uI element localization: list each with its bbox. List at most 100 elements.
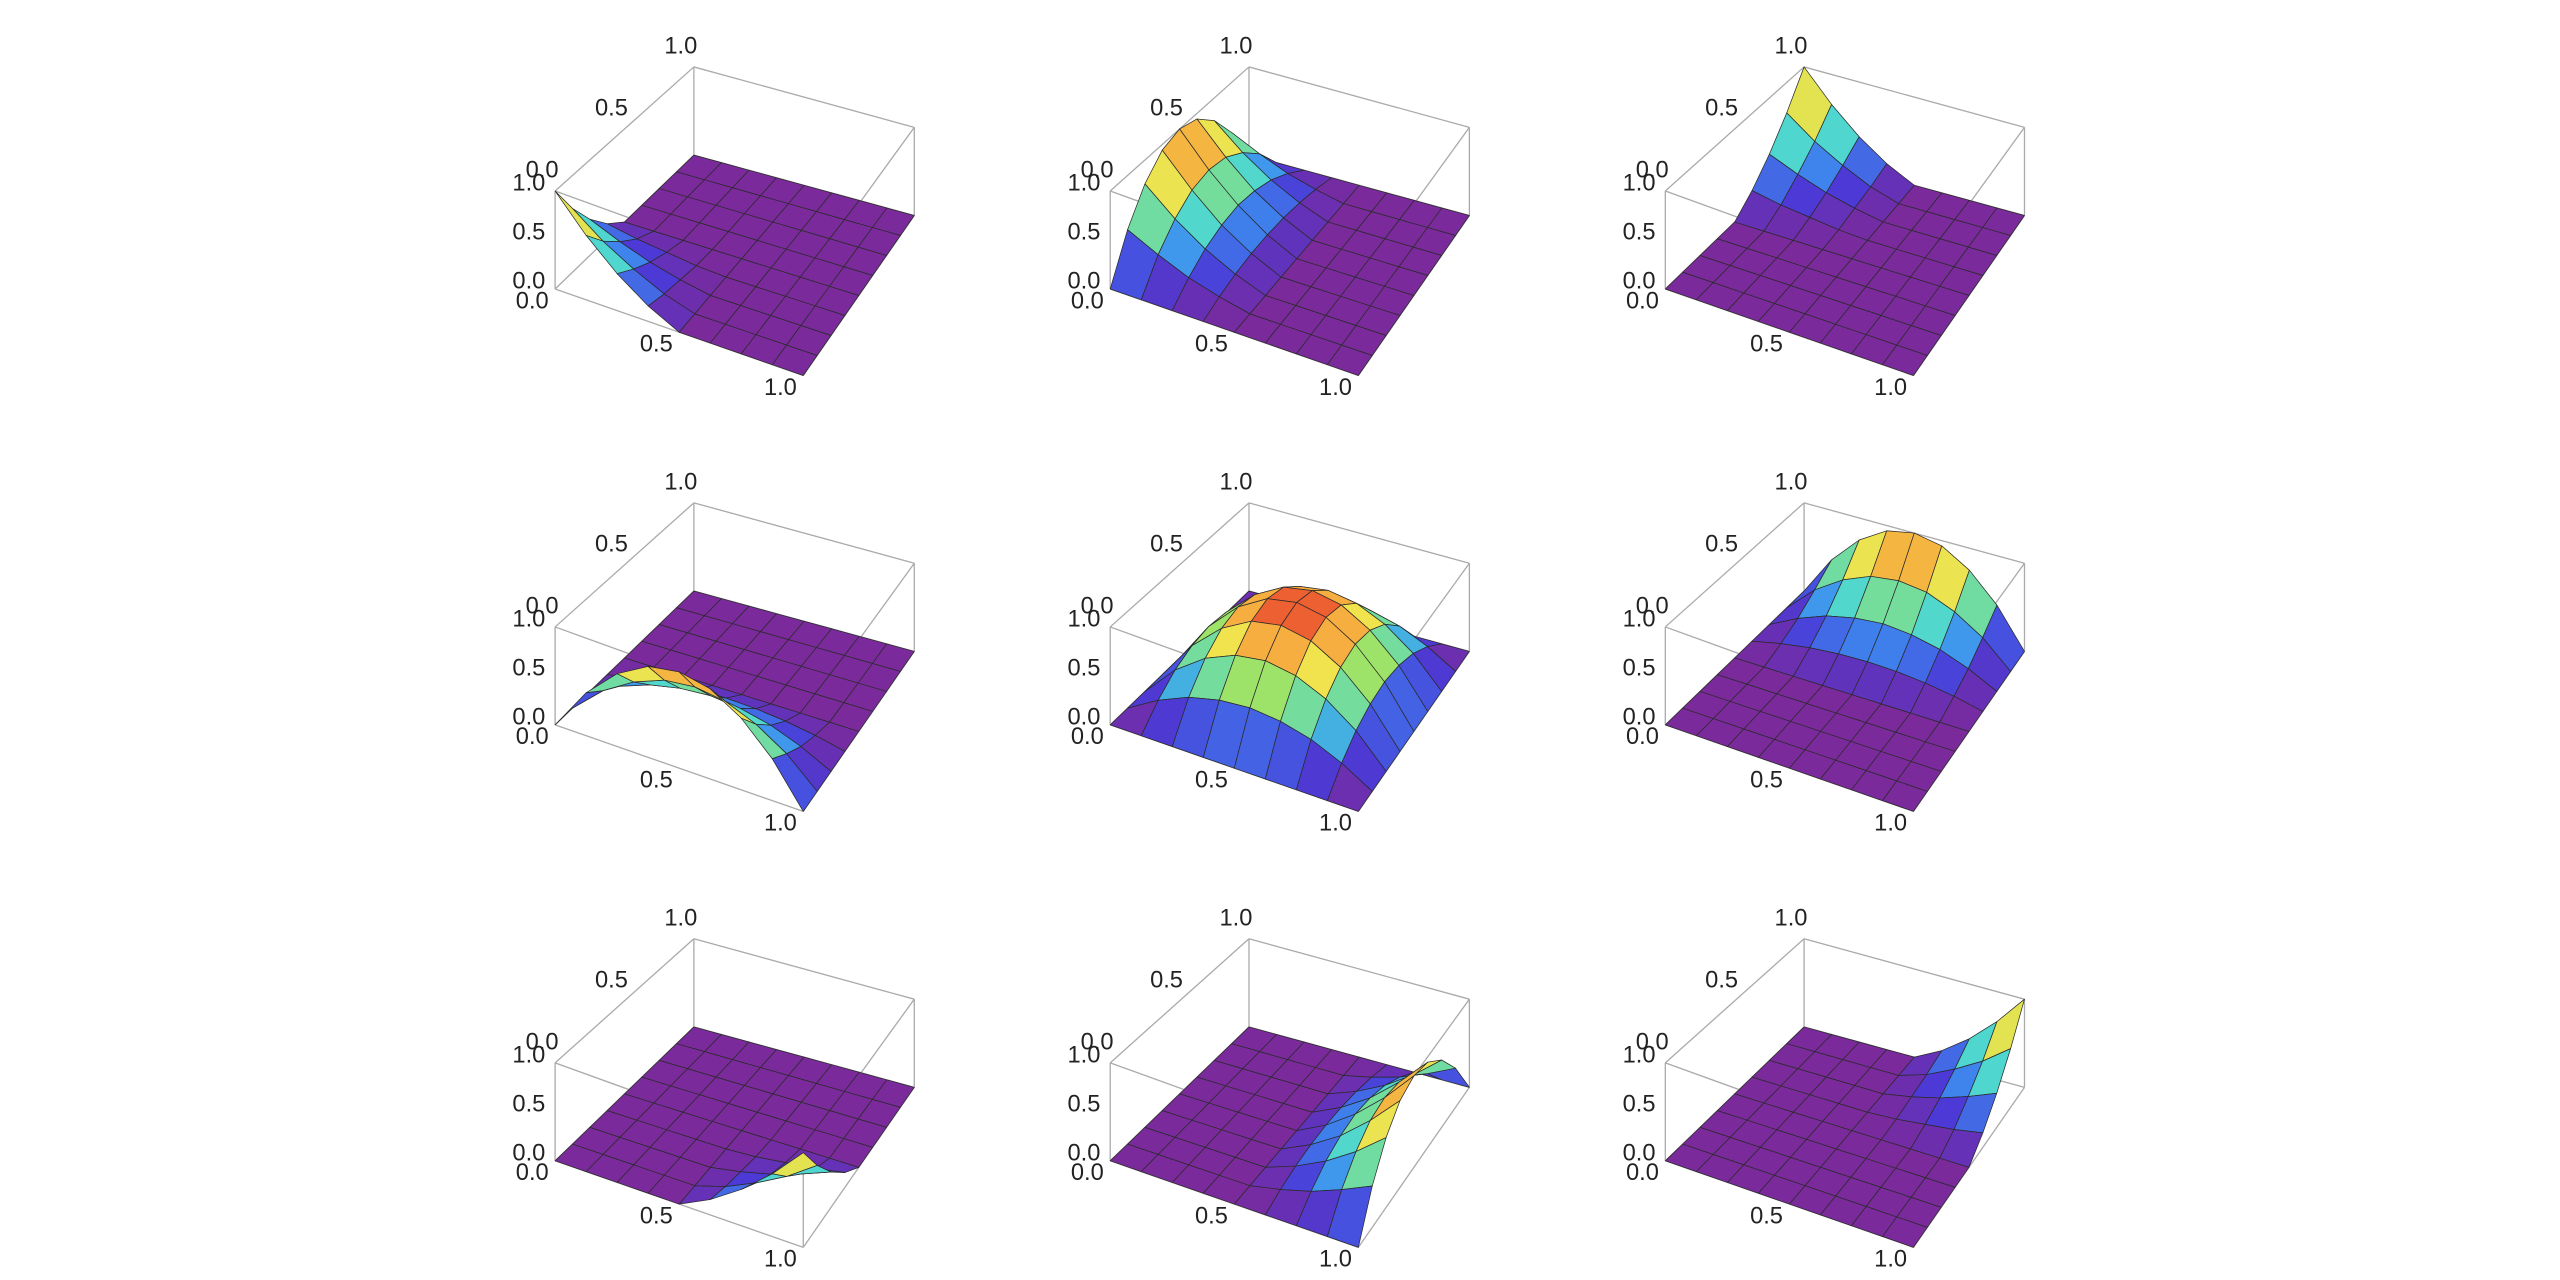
x-tick-label: 1.0 bbox=[1874, 1247, 1907, 1273]
box-edge bbox=[1248, 502, 1470, 564]
y-tick-label: 1.0 bbox=[1775, 905, 1808, 931]
x-tick-label: 1.0 bbox=[764, 811, 797, 837]
z-tick-label: 0.0 bbox=[512, 269, 545, 295]
z-tick-label: 0.0 bbox=[1068, 1141, 1101, 1167]
x-tick-label: 0.0 bbox=[1071, 1160, 1104, 1186]
x-tick-label: 0.0 bbox=[1626, 288, 1659, 314]
box-edge bbox=[1664, 502, 1805, 628]
z-tick-label: 0.5 bbox=[1623, 220, 1656, 246]
y-tick-label: 1.0 bbox=[1219, 905, 1252, 931]
y-tick-label: 0.5 bbox=[595, 532, 628, 558]
x-tick-label: 1.0 bbox=[764, 375, 797, 401]
y-tick-label: 1.0 bbox=[664, 470, 697, 496]
x-tick-label: 0.0 bbox=[516, 288, 549, 314]
z-tick-label: 1.0 bbox=[512, 1043, 545, 1069]
x-tick-label: 1.0 bbox=[1319, 1247, 1352, 1273]
z-tick-label: 1.0 bbox=[1068, 607, 1101, 633]
surface-plot: 0.00.51.00.00.51.00.00.51.0 bbox=[1623, 470, 2026, 837]
surface-cell bbox=[1882, 780, 1928, 812]
z-tick-label: 1.0 bbox=[1068, 1043, 1101, 1069]
y-tick-label: 0.0 bbox=[526, 594, 559, 620]
box-edge bbox=[1664, 66, 1805, 192]
y-tick-label: 1.0 bbox=[664, 34, 697, 60]
z-tick-label: 1.0 bbox=[512, 171, 545, 197]
z-tick-label: 1.0 bbox=[1068, 171, 1101, 197]
surface-cell bbox=[771, 753, 818, 812]
x-tick-label: 0.0 bbox=[1071, 724, 1104, 750]
y-tick-label: 0.5 bbox=[1150, 532, 1183, 558]
y-tick-label: 0.5 bbox=[595, 96, 628, 122]
box-edge bbox=[1357, 1086, 1470, 1248]
x-tick-label: 0.5 bbox=[1750, 1203, 1783, 1229]
surface-cell bbox=[1882, 1216, 1928, 1248]
y-tick-label: 0.0 bbox=[1636, 158, 1669, 184]
box-edge bbox=[693, 502, 915, 564]
surface-cell bbox=[1326, 1185, 1373, 1248]
y-tick-label: 0.0 bbox=[1081, 1030, 1114, 1056]
surface-cell bbox=[1882, 344, 1928, 376]
y-tick-label: 0.5 bbox=[1150, 96, 1183, 122]
z-tick-label: 0.0 bbox=[1068, 269, 1101, 295]
surface-plot: 0.00.51.00.00.51.00.00.51.0 bbox=[1068, 470, 1471, 837]
surface-cell bbox=[554, 190, 604, 242]
x-tick-label: 0.0 bbox=[516, 724, 549, 750]
y-tick-label: 1.0 bbox=[1219, 470, 1252, 496]
z-tick-label: 1.0 bbox=[1623, 607, 1656, 633]
x-tick-label: 1.0 bbox=[1874, 375, 1907, 401]
z-tick-label: 0.5 bbox=[1068, 1092, 1101, 1118]
y-tick-label: 0.5 bbox=[1150, 967, 1183, 993]
box-edge bbox=[554, 938, 695, 1064]
x-tick-label: 0.5 bbox=[1750, 332, 1783, 358]
y-tick-label: 0.5 bbox=[1705, 532, 1738, 558]
y-tick-label: 0.0 bbox=[1636, 1030, 1669, 1056]
y-tick-label: 0.5 bbox=[595, 967, 628, 993]
x-tick-label: 0.5 bbox=[1195, 1203, 1228, 1229]
box-edge bbox=[693, 66, 915, 128]
z-tick-label: 0.0 bbox=[512, 1141, 545, 1167]
y-tick-label: 1.0 bbox=[1775, 470, 1808, 496]
box-edge bbox=[693, 938, 915, 1000]
box-edge bbox=[1248, 938, 1470, 1000]
z-tick-label: 1.0 bbox=[1623, 171, 1656, 197]
surface-plot: 0.00.51.00.00.51.00.00.51.0 bbox=[1623, 34, 2026, 401]
y-tick-label: 0.0 bbox=[1081, 158, 1114, 184]
surface-plot: 0.00.51.00.00.51.00.00.51.0 bbox=[512, 34, 915, 401]
surface-plot: 0.00.51.00.00.51.00.00.51.0 bbox=[512, 470, 915, 837]
x-tick-label: 0.5 bbox=[640, 332, 673, 358]
z-tick-label: 0.5 bbox=[1068, 656, 1101, 682]
z-tick-label: 0.5 bbox=[512, 1092, 545, 1118]
box-edge bbox=[1803, 938, 2025, 1000]
y-tick-label: 0.0 bbox=[526, 1030, 559, 1056]
x-tick-label: 0.5 bbox=[1750, 767, 1783, 793]
x-tick-label: 0.5 bbox=[1195, 767, 1228, 793]
z-tick-label: 0.5 bbox=[512, 220, 545, 246]
y-tick-label: 0.0 bbox=[1081, 594, 1114, 620]
x-tick-label: 1.0 bbox=[1319, 375, 1352, 401]
z-tick-label: 0.0 bbox=[1623, 705, 1656, 731]
y-tick-label: 0.5 bbox=[1705, 967, 1738, 993]
surface-plot: 0.00.51.00.00.51.00.00.51.0 bbox=[512, 905, 915, 1273]
x-tick-label: 0.5 bbox=[640, 1203, 673, 1229]
y-tick-label: 0.5 bbox=[1705, 96, 1738, 122]
z-tick-label: 1.0 bbox=[1623, 1043, 1656, 1069]
y-tick-label: 1.0 bbox=[1775, 34, 1808, 60]
z-tick-label: 0.0 bbox=[1623, 269, 1656, 295]
surface-plot: 0.00.51.00.00.51.00.00.51.0 bbox=[1623, 905, 2026, 1273]
y-tick-label: 0.0 bbox=[1636, 594, 1669, 620]
z-tick-label: 0.5 bbox=[1623, 1092, 1656, 1118]
box-edge bbox=[554, 502, 695, 628]
box-edge bbox=[1664, 938, 1805, 1064]
box-edge bbox=[554, 66, 695, 192]
box-edge bbox=[554, 724, 804, 813]
z-tick-label: 0.5 bbox=[1623, 656, 1656, 682]
x-tick-label: 1.0 bbox=[764, 1247, 797, 1273]
x-tick-label: 0.5 bbox=[1195, 332, 1228, 358]
surface-cell bbox=[554, 690, 604, 726]
box-edge bbox=[1109, 502, 1250, 628]
z-tick-label: 0.0 bbox=[1623, 1141, 1656, 1167]
y-tick-label: 1.0 bbox=[664, 905, 697, 931]
z-tick-label: 1.0 bbox=[512, 607, 545, 633]
x-tick-label: 0.0 bbox=[516, 1160, 549, 1186]
